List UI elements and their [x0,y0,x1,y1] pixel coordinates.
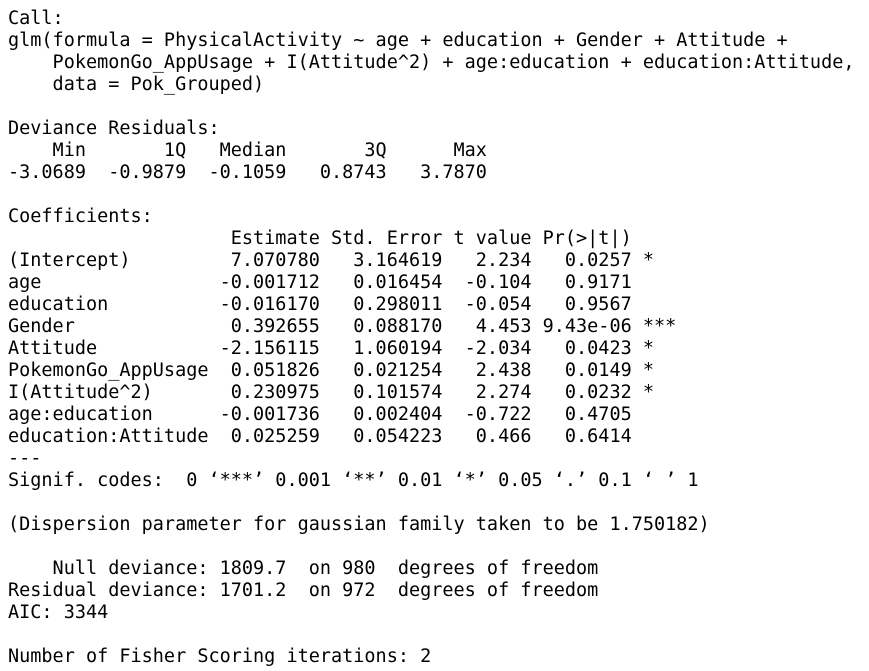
coef-row-attitude: Attitude -2.156115 1.060194 -2.034 0.042… [8,338,655,359]
coef-row-attitude-squared: I(Attitude^2) 0.230975 0.101574 2.274 0.… [8,382,655,403]
call-formula-line-3: data = Pok_Grouped) [8,74,265,95]
glm-summary-text: Call: glm(formula = PhysicalActivity ~ ag… [8,8,869,668]
blank-line [8,96,869,118]
call-formula-line-1: glm(formula = PhysicalActivity ~ age + e… [8,30,788,51]
coef-row-intercept: (Intercept) 7.070780 3.164619 2.234 0.02… [8,250,655,271]
coef-row-pokemongo-appusage: PokemonGo_AppUsage 0.051826 0.021254 2.4… [8,360,655,381]
fisher-iterations-line: Number of Fisher Scoring iterations: 2 [8,646,432,667]
coef-row-age-education: age:education -0.001736 0.002404 -0.722 … [8,404,632,425]
coef-row-education-attitude: education:Attitude 0.025259 0.054223 0.4… [8,426,632,447]
residual-deviance-line: Residual deviance: 1701.2 on 972 degrees… [8,580,599,601]
blank-line [8,492,869,514]
aic-line: AIC: 3344 [8,602,109,623]
coef-row-age: age -0.001712 0.016454 -0.104 0.9171 [8,272,632,293]
blank-line [8,536,869,558]
coef-row-education: education -0.016170 0.298011 -0.054 0.95… [8,294,632,315]
deviance-residuals-header: Deviance Residuals: [8,118,220,139]
coefficients-column-headers: Estimate Std. Error t value Pr(>|t|) [8,228,632,249]
residuals-values: -3.0689 -0.9879 -0.1059 0.8743 3.7870 [8,162,487,183]
blank-line [8,184,869,206]
signif-codes-line: Signif. codes: 0 ‘***’ 0.001 ‘**’ 0.01 ‘… [8,470,699,491]
call-header: Call: [8,8,64,29]
separator-dashes: --- [8,448,42,469]
dispersion-parameter-line: (Dispersion parameter for gaussian famil… [8,514,710,535]
null-deviance-line: Null deviance: 1809.7 on 980 degrees of … [8,558,599,579]
blank-line [8,624,869,646]
residuals-column-headers: Min 1Q Median 3Q Max [8,140,487,161]
call-formula-line-2: PokemonGo_AppUsage + I(Attitude^2) + age… [8,52,855,73]
coefficients-header: Coefficients: [8,206,153,227]
coef-row-gender: Gender 0.392655 0.088170 4.453 9.43e-06 … [8,316,677,337]
